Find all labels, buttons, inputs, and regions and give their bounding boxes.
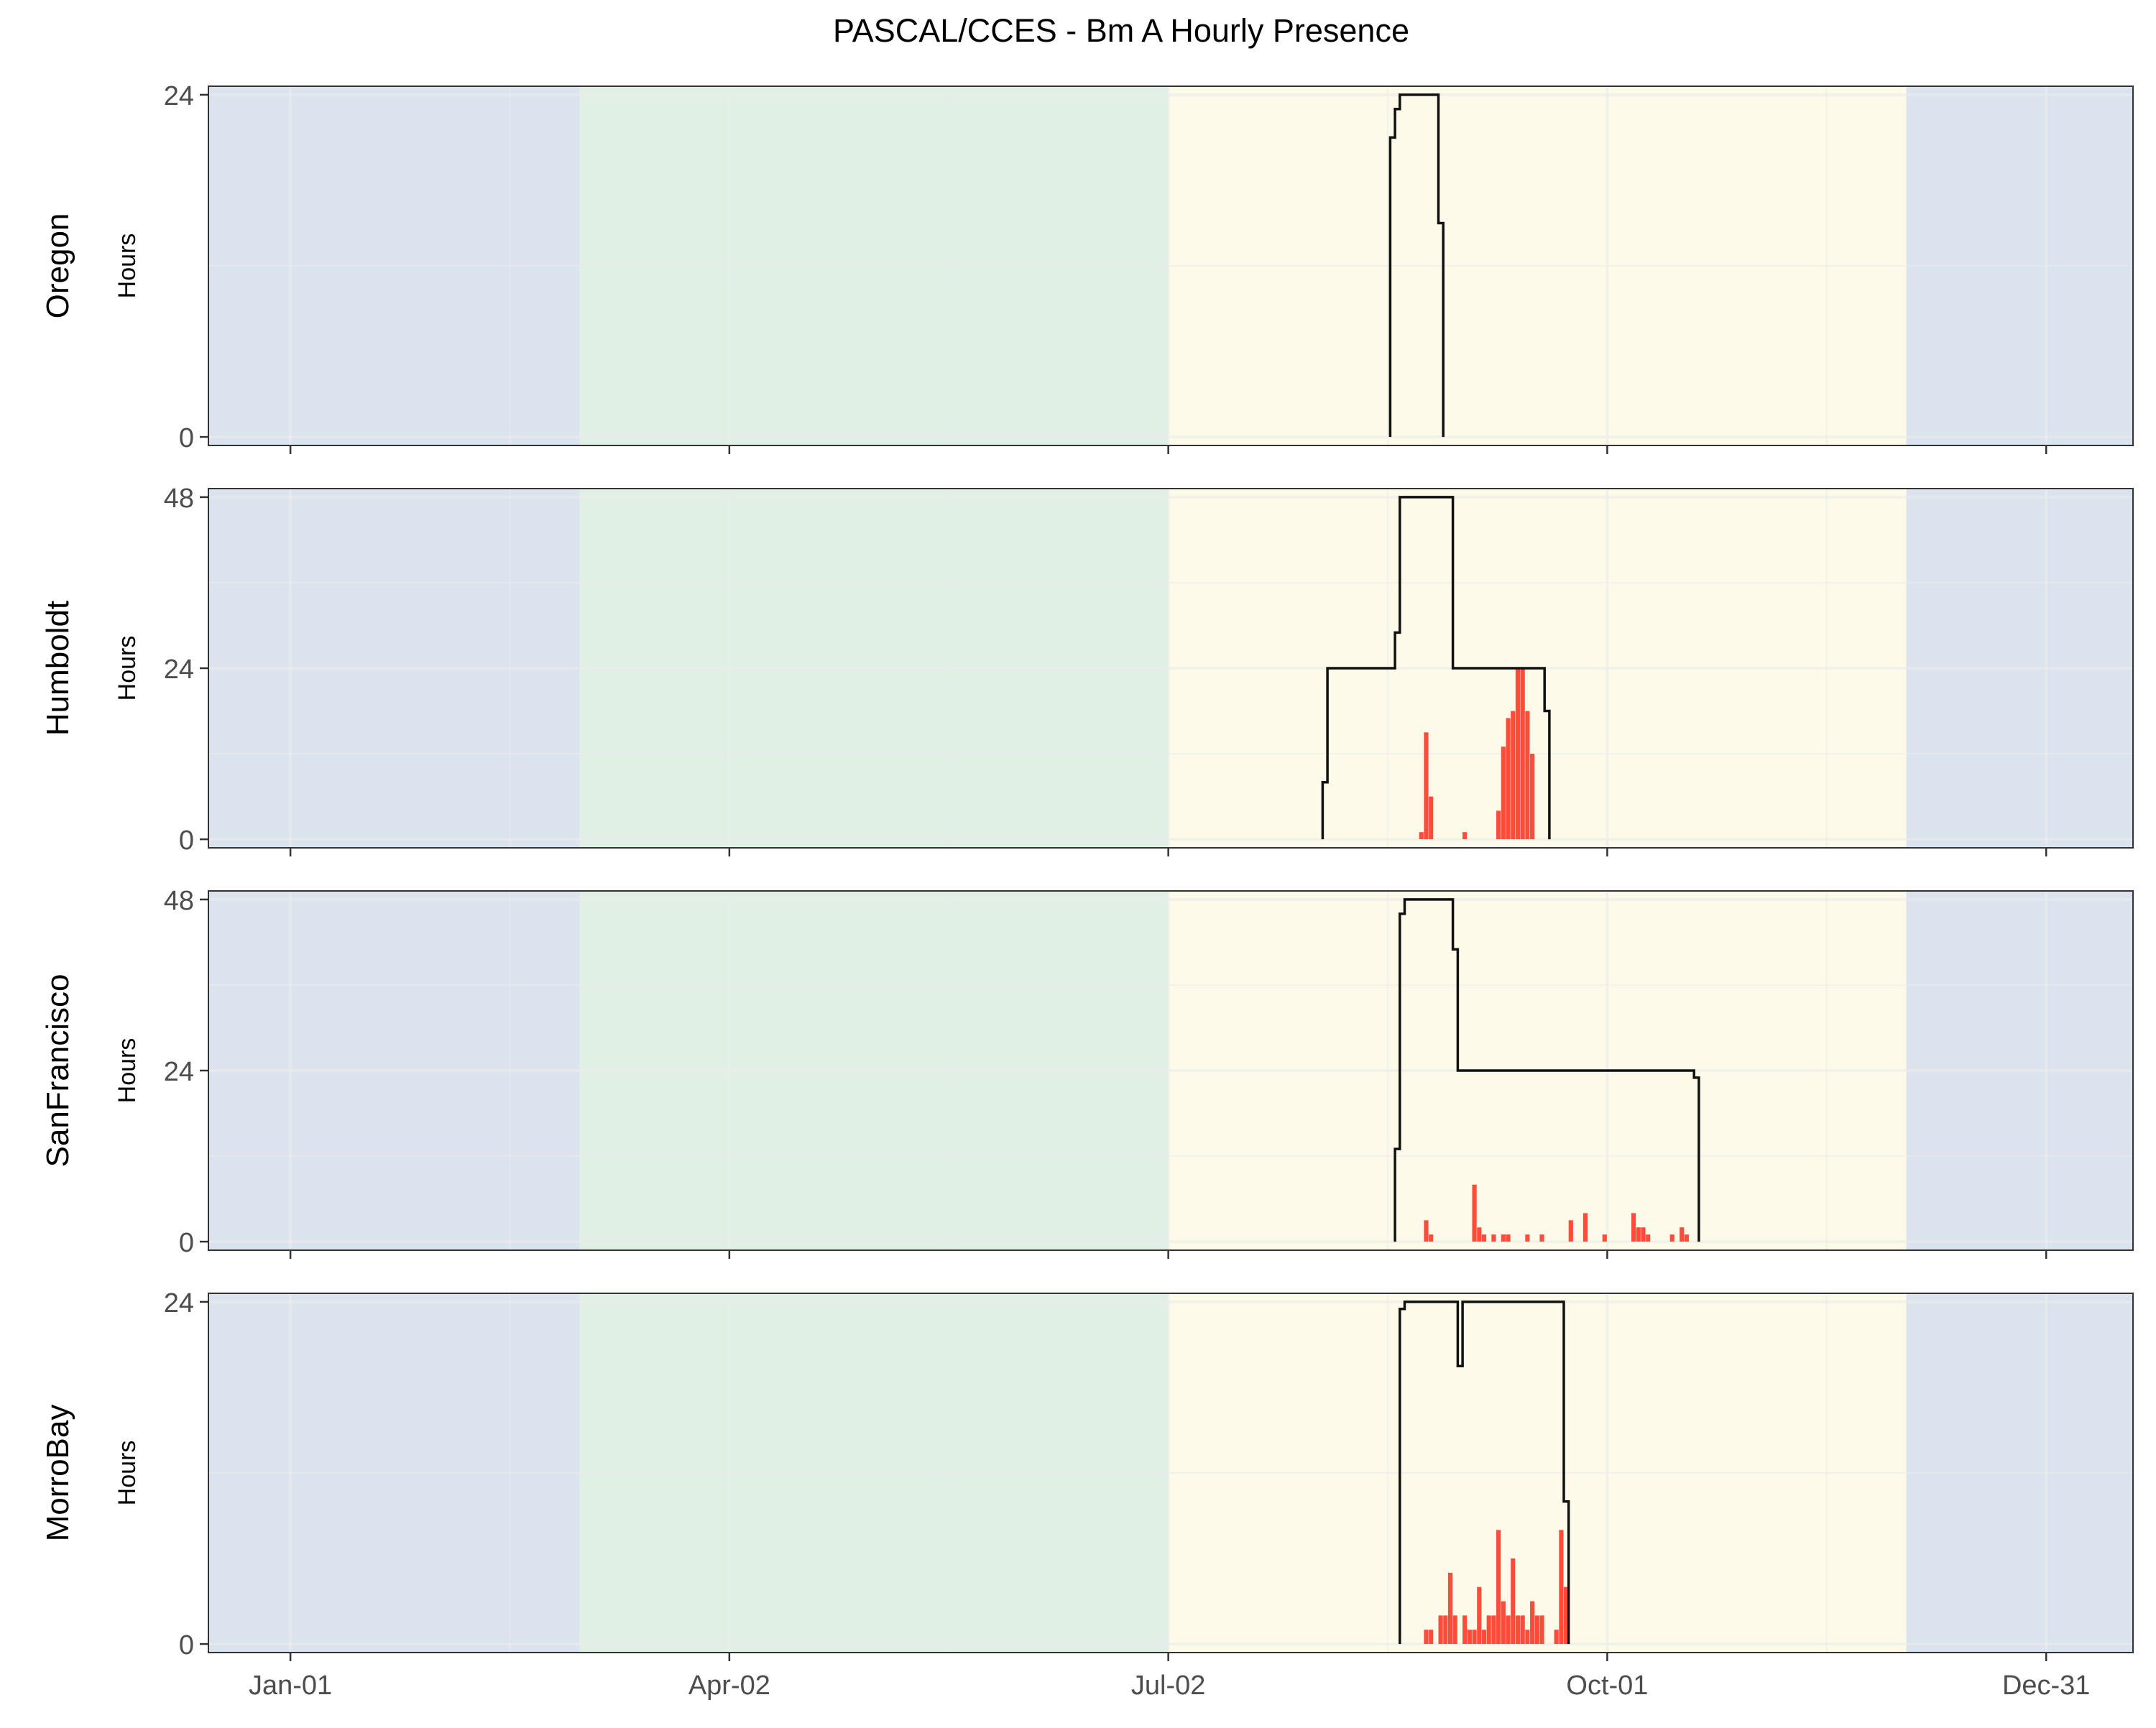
x-tick-label: Dec-31	[2002, 1671, 2091, 1701]
y-tick-label: 24	[164, 655, 194, 685]
presence-bar	[1477, 1227, 1482, 1242]
presence-bar	[1472, 1630, 1477, 1645]
x-tick-label: Jul-02	[1131, 1671, 1206, 1701]
presence-bar	[1511, 1558, 1516, 1645]
presence-bar	[1501, 747, 1506, 840]
x-tick-label: Oct-01	[1566, 1671, 1648, 1701]
panel-label: MorroBay	[40, 1405, 75, 1542]
presence-bar	[1520, 668, 1525, 840]
presence-bar	[1419, 832, 1424, 840]
presence-bar	[1636, 1227, 1641, 1242]
presence-bar	[1515, 668, 1521, 840]
presence-bar	[1491, 1615, 1496, 1645]
presence-bar	[1602, 1234, 1607, 1242]
x-tick-label: Jan-01	[249, 1671, 332, 1701]
presence-bar	[1496, 1530, 1501, 1645]
presence-bar	[1429, 1630, 1434, 1645]
presence-bar	[1443, 1615, 1448, 1645]
presence-bar	[1534, 1615, 1539, 1645]
presence-bar	[1641, 1227, 1646, 1242]
presence-bar	[1467, 1630, 1472, 1645]
presence-bar	[1452, 1615, 1457, 1645]
y-tick-label: 0	[179, 826, 194, 856]
presence-bar	[1462, 832, 1468, 840]
panel-label: Humboldt	[40, 601, 75, 736]
panel-label: SanFrancisco	[40, 974, 75, 1167]
presence-bar	[1669, 1234, 1674, 1242]
y-tick-label: 24	[164, 1288, 194, 1318]
presence-bar	[1506, 1615, 1511, 1645]
panel-oregon: 0 24 Hours Oregon	[40, 81, 2134, 454]
presence-bar	[1501, 1601, 1506, 1645]
y-tick-label: 48	[164, 886, 194, 916]
presence-bar	[1520, 1615, 1525, 1645]
presence-bar	[1477, 1586, 1482, 1645]
panel-humboldt: 0 24 48 Hours Humboldt	[40, 484, 2134, 856]
presence-bar	[1631, 1213, 1636, 1242]
panel-label: Oregon	[40, 213, 75, 319]
presence-bar	[1481, 1234, 1487, 1242]
presence-bar	[1564, 1586, 1569, 1645]
presence-bar	[1424, 1630, 1429, 1645]
presence-bar	[1515, 1615, 1521, 1645]
presence-bar	[1554, 1630, 1559, 1645]
effort-line	[1321, 496, 1551, 840]
presence-bar	[1684, 1234, 1689, 1242]
presence-bar	[1472, 1184, 1477, 1242]
y-tick-label: 0	[179, 1228, 194, 1258]
presence-bar	[1525, 711, 1530, 840]
presence-bar	[1646, 1234, 1651, 1242]
presence-bar	[1680, 1227, 1685, 1242]
presence-bar	[1481, 1630, 1487, 1645]
effort-line	[1388, 93, 1445, 438]
presence-bar	[1424, 732, 1429, 840]
y-axis-label: Hours	[114, 1038, 141, 1104]
chart-title: PASCAL/CCES - Bm A Hourly Presence	[833, 12, 1409, 49]
presence-bar	[1539, 1234, 1544, 1242]
presence-bar	[1447, 1572, 1453, 1645]
y-tick-label: 48	[164, 484, 194, 514]
presence-bar	[1496, 810, 1501, 840]
presence-bar	[1491, 1234, 1496, 1242]
presence-bar	[1438, 1615, 1443, 1645]
panel-border	[208, 1293, 2134, 1653]
effort-line	[1399, 1300, 1570, 1645]
y-axis-label: Hours	[114, 636, 141, 701]
y-tick-label: 0	[179, 1630, 194, 1660]
presence-bar	[1583, 1213, 1588, 1242]
presence-bar	[1525, 1234, 1530, 1242]
presence-bar	[1525, 1630, 1530, 1645]
presence-bar	[1462, 1615, 1468, 1645]
presence-bar	[1429, 1234, 1434, 1242]
presence-bar	[1506, 1234, 1511, 1242]
presence-bar	[1539, 1615, 1544, 1645]
y-tick-label: 0	[179, 423, 194, 453]
presence-bar	[1501, 1234, 1506, 1242]
presence-bar	[1530, 1601, 1535, 1645]
panel-morrobay: 0 24 Hours MorroBay	[40, 1288, 2134, 1661]
presence-bar	[1506, 718, 1511, 840]
panel-border	[208, 86, 2134, 446]
presence-bar	[1568, 1220, 1573, 1242]
y-tick-label: 24	[164, 81, 194, 111]
presence-bar	[1511, 711, 1516, 840]
x-tick-label: Apr-02	[688, 1671, 770, 1701]
effort-line	[1393, 898, 1700, 1242]
y-tick-label: 24	[164, 1057, 194, 1087]
y-axis-label: Hours	[114, 1441, 141, 1506]
presence-bar	[1424, 1220, 1429, 1242]
presence-bar	[1429, 796, 1434, 840]
y-axis-label: Hours	[114, 234, 141, 299]
presence-bar	[1486, 1615, 1491, 1645]
presence-bar	[1530, 754, 1535, 840]
panel-sanfrancisco: 0 24 48 Hours SanFrancisco	[40, 886, 2134, 1259]
presence-bar	[1559, 1530, 1564, 1645]
